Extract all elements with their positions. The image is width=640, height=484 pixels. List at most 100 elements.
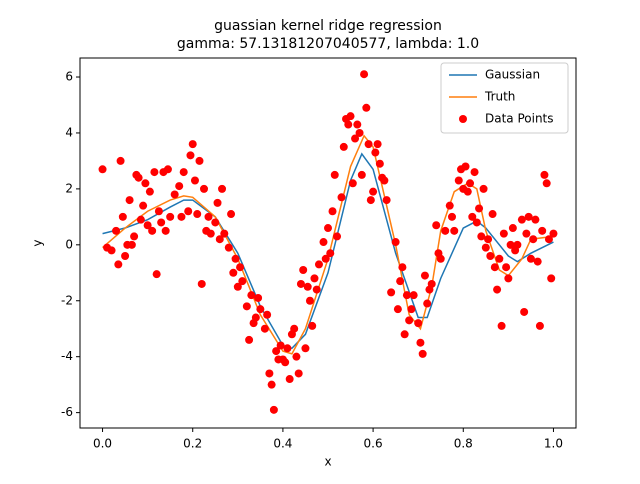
- data-point: [387, 288, 396, 297]
- data-point: [238, 277, 247, 286]
- data-point: [400, 330, 409, 339]
- chart-subtitle: gamma: 57.13181207040577, lambda: 1.0: [177, 36, 479, 52]
- data-point: [285, 375, 294, 384]
- y-tick-label: -4: [61, 349, 73, 363]
- data-point: [272, 347, 281, 356]
- data-point: [369, 187, 378, 196]
- data-point: [461, 162, 470, 171]
- data-point: [475, 204, 484, 213]
- data-point: [179, 168, 188, 177]
- data-point: [134, 173, 143, 182]
- data-point: [484, 235, 493, 244]
- data-point: [540, 170, 549, 179]
- data-point: [531, 215, 540, 224]
- data-point: [448, 212, 456, 221]
- data-point: [360, 70, 369, 79]
- chart-title: guassian kernel ridge regression: [214, 18, 442, 34]
- x-tick-label: 0.4: [273, 437, 292, 451]
- data-point: [364, 140, 373, 149]
- data-point: [213, 198, 222, 207]
- data-point: [355, 128, 364, 137]
- data-point: [314, 260, 323, 269]
- data-point: [281, 358, 290, 367]
- x-tick-label: 0.0: [93, 437, 112, 451]
- x-tick-label: 0.8: [454, 437, 473, 451]
- data-point: [145, 187, 154, 196]
- data-point: [319, 238, 328, 247]
- data-point: [441, 226, 450, 235]
- data-point: [396, 277, 405, 286]
- data-point: [141, 179, 150, 188]
- data-point: [154, 207, 163, 216]
- legend-label: Truth: [484, 90, 515, 104]
- y-tick-label: 2: [65, 181, 73, 195]
- data-point: [188, 140, 197, 149]
- data-point: [107, 246, 116, 255]
- data-point: [236, 263, 245, 272]
- data-point: [193, 210, 202, 219]
- x-tick-label: 0.2: [183, 437, 202, 451]
- data-point: [163, 165, 172, 174]
- data-point: [186, 151, 195, 160]
- data-point: [231, 254, 240, 263]
- data-point: [393, 305, 402, 314]
- legend-label: Data Points: [485, 112, 554, 126]
- data-point: [547, 274, 556, 283]
- data-point: [405, 316, 414, 325]
- data-point: [472, 218, 481, 227]
- data-point: [206, 229, 215, 238]
- x-axis-label: x: [324, 455, 331, 469]
- data-point: [529, 235, 538, 244]
- data-point: [416, 338, 425, 347]
- data-point: [324, 224, 332, 233]
- data-point: [353, 120, 362, 129]
- data-point: [254, 293, 263, 302]
- data-point: [220, 229, 229, 238]
- data-point: [486, 252, 495, 261]
- data-point: [402, 291, 411, 300]
- data-point: [296, 279, 305, 288]
- data-point: [497, 321, 506, 330]
- y-tick-label: 0: [65, 237, 73, 251]
- data-point: [326, 249, 335, 258]
- y-tick-label: 6: [65, 70, 73, 84]
- data-point: [265, 369, 274, 378]
- data-point: [161, 226, 170, 235]
- data-point: [375, 159, 384, 168]
- data-point: [432, 221, 441, 230]
- data-point: [506, 240, 515, 249]
- data-point: [175, 182, 184, 191]
- legend-box: [440, 62, 569, 134]
- y-axis-label: y: [31, 239, 45, 246]
- data-point: [481, 243, 490, 252]
- data-point: [121, 252, 130, 261]
- data-point: [538, 226, 547, 235]
- data-point: [245, 335, 254, 344]
- data-point: [247, 291, 256, 300]
- data-point: [204, 212, 213, 221]
- data-point: [166, 212, 175, 221]
- data-point: [454, 176, 463, 185]
- data-point: [114, 260, 123, 269]
- y-tick-label: -6: [61, 405, 73, 419]
- data-point: [513, 240, 522, 249]
- data-point: [256, 305, 265, 314]
- data-point: [215, 235, 224, 244]
- data-point: [98, 165, 107, 174]
- data-point: [292, 352, 301, 361]
- data-point: [190, 176, 199, 185]
- data-point: [470, 168, 479, 177]
- data-point: [382, 196, 391, 205]
- data-point: [423, 299, 432, 308]
- data-point: [330, 170, 339, 179]
- data-point: [466, 179, 475, 188]
- data-point: [333, 232, 342, 241]
- data-point: [263, 310, 272, 319]
- plot-frame: [79, 57, 577, 429]
- data-point: [305, 296, 314, 305]
- data-point: [351, 134, 360, 143]
- legend-label: Gaussian: [485, 68, 540, 82]
- data-point: [157, 218, 166, 227]
- data-point: [344, 120, 353, 129]
- data-point: [224, 243, 233, 252]
